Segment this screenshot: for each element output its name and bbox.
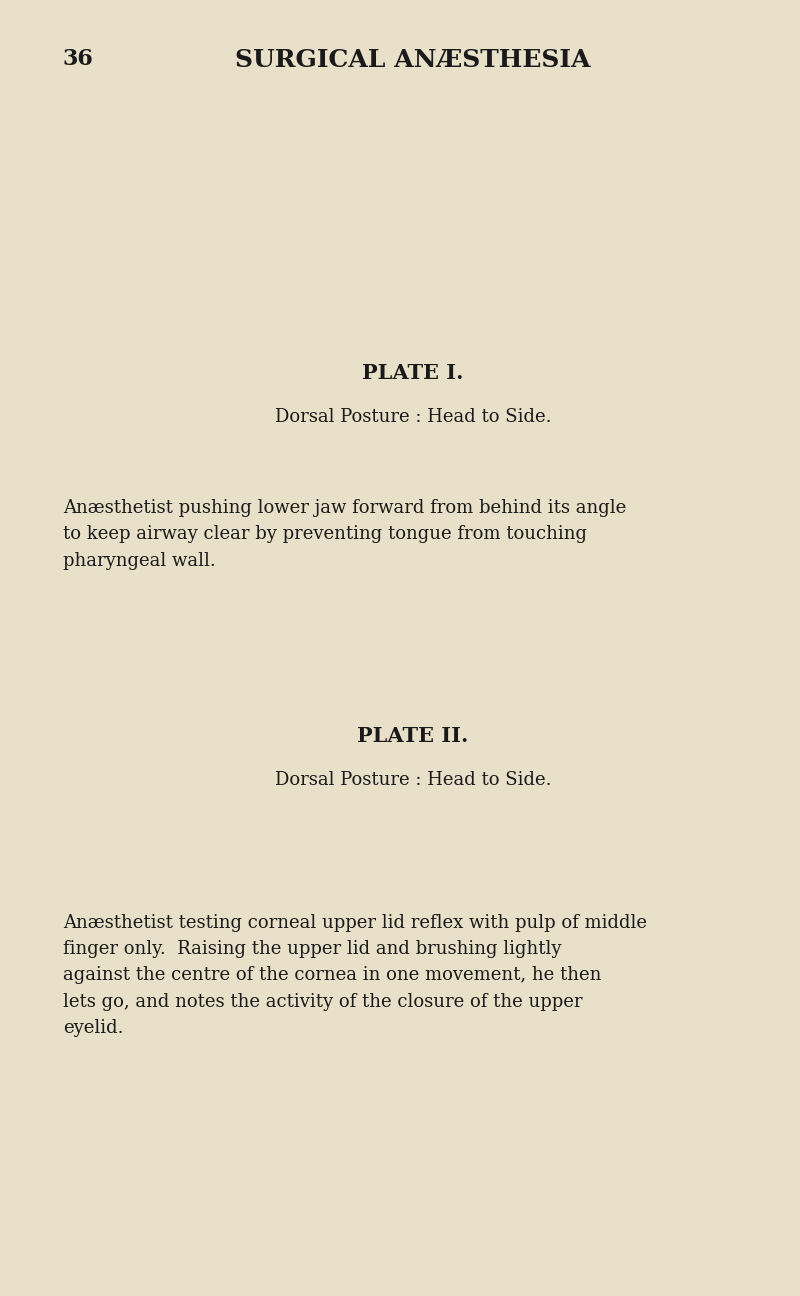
Text: Anæsthetist pushing lower jaw forward from behind its angle
to keep airway clear: Anæsthetist pushing lower jaw forward fr… (63, 499, 626, 570)
Text: 36: 36 (63, 48, 94, 70)
Text: PLATE I.: PLATE I. (362, 363, 464, 382)
Text: Anæsthetist testing corneal upper lid reflex with pulp of middle
finger only.  R: Anæsthetist testing corneal upper lid re… (63, 914, 647, 1037)
Text: Dorsal Posture : Head to Side.: Dorsal Posture : Head to Side. (274, 771, 551, 789)
Text: PLATE II.: PLATE II. (357, 726, 469, 745)
Text: SURGICAL ANÆSTHESIA: SURGICAL ANÆSTHESIA (235, 48, 590, 73)
Text: Dorsal Posture : Head to Side.: Dorsal Posture : Head to Side. (274, 408, 551, 426)
